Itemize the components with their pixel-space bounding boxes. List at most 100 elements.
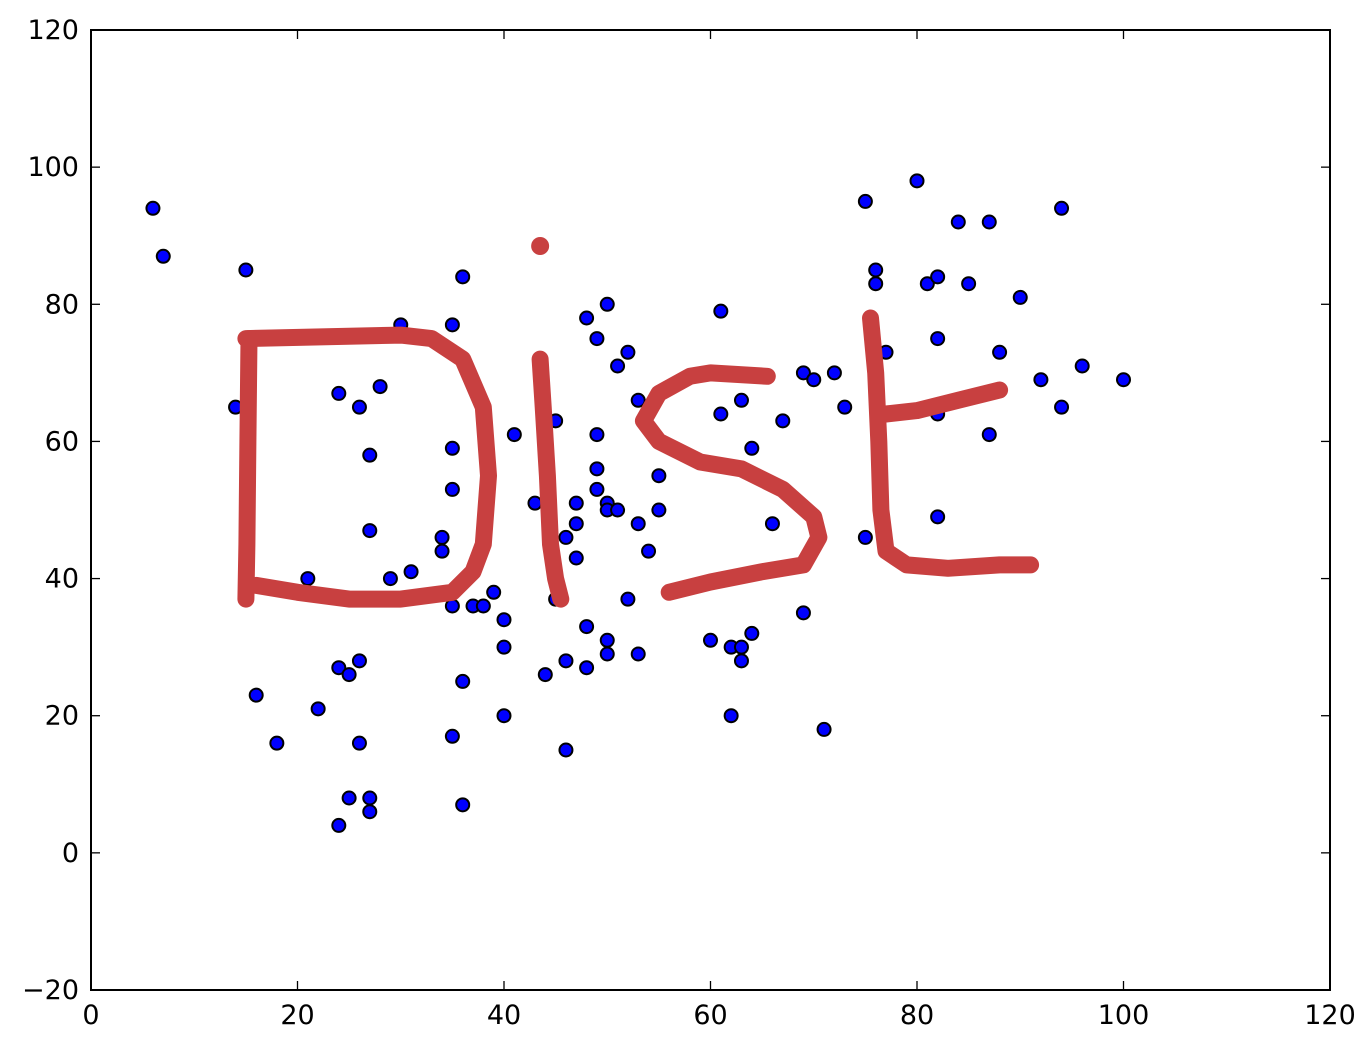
y-tick-label: 0 [62, 838, 79, 869]
data-point [733, 392, 749, 408]
x-tick-label: 60 [693, 1000, 727, 1031]
data-point [1054, 200, 1070, 216]
data-point [826, 365, 842, 381]
data-point [568, 495, 584, 511]
y-tick-label: −20 [22, 975, 79, 1006]
data-point [310, 701, 326, 717]
data-point [558, 742, 574, 758]
data-point [351, 653, 367, 669]
data-point [351, 735, 367, 751]
data-point [651, 502, 667, 518]
annotation-stroke [531, 350, 570, 608]
x-tick-label: 20 [280, 1000, 314, 1031]
annotation-stroke [237, 330, 258, 608]
data-point [579, 619, 595, 635]
data-point [579, 310, 595, 326]
data-point [403, 564, 419, 580]
data-point [610, 502, 626, 518]
data-point [868, 276, 884, 292]
data-point [496, 612, 512, 628]
data-point [269, 735, 285, 751]
data-point [475, 598, 491, 614]
annotation-stroke [862, 309, 1040, 577]
data-point [641, 543, 657, 559]
data-point [486, 584, 502, 600]
data-point [248, 687, 264, 703]
data-point [981, 214, 997, 230]
data-point [992, 344, 1008, 360]
data-point [455, 269, 471, 285]
data-point [764, 516, 780, 532]
data-point [558, 653, 574, 669]
data-point [238, 262, 254, 278]
data-point [733, 653, 749, 669]
x-tick-label: 100 [1098, 1000, 1150, 1031]
data-point [806, 372, 822, 388]
y-tick-label: 20 [45, 701, 79, 732]
data-point [1033, 372, 1049, 388]
data-point [733, 639, 749, 655]
data-point [589, 481, 605, 497]
data-point [341, 667, 357, 683]
y-tick-label: 100 [27, 152, 79, 183]
data-point [362, 790, 378, 806]
data-point [444, 317, 460, 333]
data-point [568, 516, 584, 532]
data-point [744, 625, 760, 641]
data-point [455, 797, 471, 813]
annotation-stroke [634, 364, 828, 601]
data-point [857, 193, 873, 209]
data-point [434, 529, 450, 545]
data-point [362, 523, 378, 539]
data-point [599, 296, 615, 312]
data-point [455, 673, 471, 689]
data-point [930, 269, 946, 285]
data-point [1074, 358, 1090, 374]
data-point [155, 248, 171, 264]
data-point [961, 276, 977, 292]
data-point [1054, 399, 1070, 415]
data-point [713, 303, 729, 319]
annotation-dot [531, 237, 550, 255]
data-point [919, 276, 935, 292]
data-point [496, 708, 512, 724]
data-point [1012, 289, 1028, 305]
data-point [1116, 372, 1131, 388]
data-point [930, 509, 946, 525]
data-point [537, 667, 553, 683]
y-tick-label: 80 [45, 289, 79, 320]
handwritten-annotation [237, 237, 1040, 608]
data-point [351, 399, 367, 415]
data-point [527, 495, 543, 511]
data-point [651, 468, 667, 484]
data-point [630, 392, 646, 408]
data-point [599, 632, 615, 648]
data-point [568, 550, 584, 566]
data-point [331, 660, 347, 676]
x-tick-label: 120 [1304, 1000, 1356, 1031]
y-tick-label: 120 [27, 15, 79, 46]
data-point [382, 571, 398, 587]
data-point [610, 358, 626, 374]
data-point [630, 646, 646, 662]
data-point [620, 591, 636, 607]
data-point [145, 200, 161, 216]
x-tick-label: 0 [82, 1000, 99, 1031]
data-point [589, 461, 605, 477]
data-point [744, 440, 760, 456]
data-point [506, 427, 522, 443]
data-point [599, 646, 615, 662]
y-tick-label: 60 [45, 426, 79, 457]
annotation-stroke [877, 381, 1009, 423]
data-point [331, 385, 347, 401]
y-tick-label: 40 [45, 564, 79, 595]
data-point [795, 605, 811, 621]
scatter-points [145, 173, 1131, 833]
plot-area [90, 29, 1331, 991]
data-point [434, 543, 450, 559]
data-point [857, 529, 873, 545]
data-point [444, 481, 460, 497]
data-point [331, 817, 347, 833]
data-point [981, 427, 997, 443]
